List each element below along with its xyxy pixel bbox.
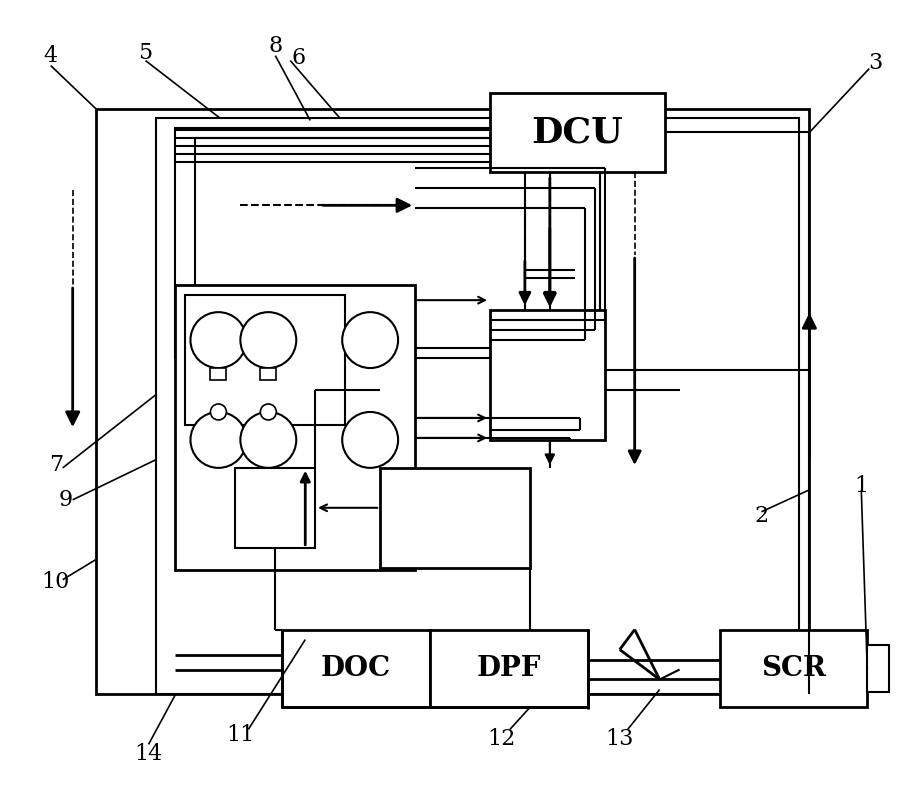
Circle shape (210, 404, 226, 420)
Circle shape (190, 312, 246, 368)
Bar (175, 285, 415, 570)
Text: 9: 9 (58, 489, 73, 511)
Circle shape (342, 412, 398, 467)
Bar (235, 467, 315, 548)
Circle shape (241, 312, 296, 368)
Text: 3: 3 (867, 52, 882, 74)
Text: 1: 1 (854, 475, 867, 497)
Bar (185, 295, 345, 425)
Bar (156, 119, 799, 694)
Text: DOC: DOC (321, 655, 391, 682)
Text: 2: 2 (753, 504, 768, 527)
Text: 12: 12 (487, 729, 516, 750)
Bar (195, 139, 599, 348)
Bar (96, 109, 808, 694)
Text: 5: 5 (138, 42, 152, 64)
Text: 8: 8 (268, 35, 282, 57)
Text: 7: 7 (48, 454, 63, 476)
Bar (430, 630, 587, 708)
Bar (260, 368, 276, 380)
Text: 13: 13 (605, 729, 633, 750)
Text: 14: 14 (134, 744, 162, 766)
Circle shape (342, 312, 398, 368)
Bar (719, 630, 866, 708)
Bar (282, 630, 430, 708)
Text: DCU: DCU (530, 116, 622, 150)
Bar (210, 368, 226, 380)
Circle shape (241, 412, 296, 467)
Text: 6: 6 (291, 46, 305, 68)
Text: DPF: DPF (476, 655, 540, 682)
Bar (489, 310, 604, 440)
Text: 10: 10 (42, 571, 70, 593)
Bar (380, 467, 529, 567)
Text: 4: 4 (44, 45, 57, 67)
Bar (489, 93, 664, 172)
Bar (866, 645, 888, 693)
Circle shape (190, 412, 246, 467)
Circle shape (260, 404, 276, 420)
Bar (175, 128, 599, 358)
Text: 11: 11 (226, 724, 254, 746)
Text: SCR: SCR (760, 655, 825, 682)
